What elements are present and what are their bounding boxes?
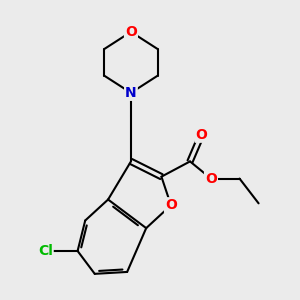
- Text: O: O: [205, 172, 217, 186]
- Text: Cl: Cl: [38, 244, 52, 258]
- Text: O: O: [125, 25, 137, 39]
- Text: O: O: [165, 198, 177, 212]
- Text: O: O: [196, 128, 207, 142]
- Text: N: N: [125, 86, 137, 100]
